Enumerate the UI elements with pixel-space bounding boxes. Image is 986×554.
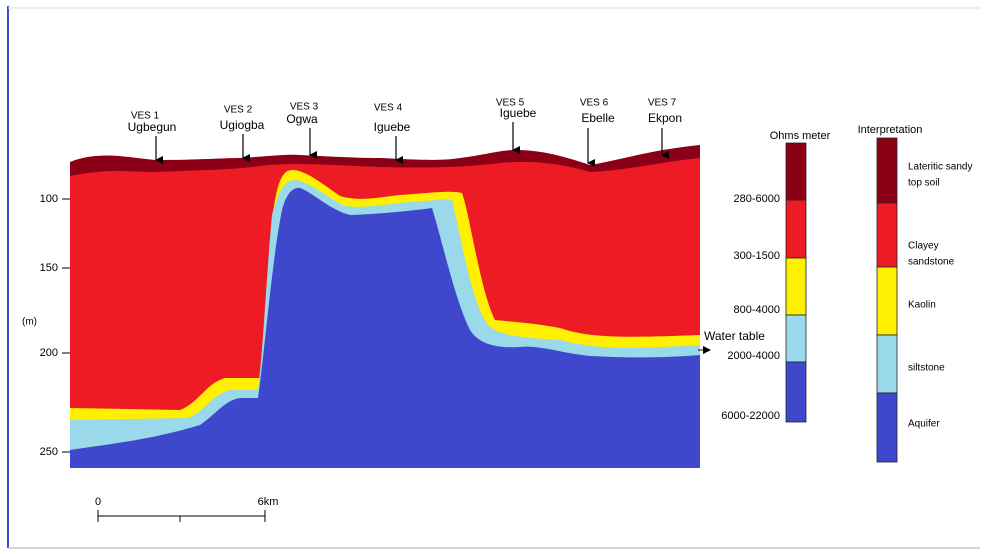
- legend-swatch: [786, 200, 806, 258]
- layer-label: Lateritic sandy: [908, 162, 972, 173]
- station-name: Ekpon: [648, 111, 682, 125]
- figure: 100 150 200 250 (m) VES 1 Ugbegun VES 2 …: [0, 0, 986, 554]
- interpretation-title: Interpretation: [858, 124, 923, 136]
- scale-start: 0: [95, 496, 101, 508]
- station-id: VES 3: [290, 102, 319, 113]
- y-tick-label: 100: [40, 193, 58, 205]
- layer-label: Clayey: [908, 241, 939, 252]
- legend-swatch: [877, 138, 897, 203]
- y-ticks: [62, 199, 70, 452]
- station-id: VES 7: [648, 98, 677, 109]
- resistivity-title: Ohms meter: [770, 130, 831, 142]
- station-id: VES 4: [374, 103, 403, 114]
- station-name: Iguebe: [500, 106, 537, 120]
- resistivity-range: 6000-22000: [721, 410, 780, 422]
- layer-label: top soil: [908, 178, 940, 189]
- station-name: Ugbegun: [128, 120, 177, 134]
- cross-section: [70, 145, 700, 468]
- legend-swatch: [786, 258, 806, 315]
- legend-swatch: [877, 335, 897, 393]
- layer-label: sandstone: [908, 257, 955, 268]
- resistivity-range: 2000-4000: [727, 350, 780, 362]
- resistivity-range: 280-6000: [734, 193, 781, 205]
- y-tick-label: 150: [40, 262, 58, 274]
- y-tick-label: 200: [40, 347, 58, 359]
- scale-end: 6km: [258, 496, 279, 508]
- layer-label: siltstone: [908, 363, 945, 374]
- station-name: Ugiogba: [220, 118, 265, 132]
- layer-label: Aquifer: [908, 419, 940, 430]
- scale-bar: [98, 510, 265, 522]
- legend-swatch: [786, 315, 806, 362]
- resistivity-range: 300-1500: [734, 250, 781, 262]
- station-name: Iguebe: [374, 120, 411, 134]
- page: {"stations": [ {"id": "VES 1", "name": "…: [0, 0, 986, 554]
- station-name: Ogwa: [286, 112, 318, 126]
- legend-swatch: [877, 267, 897, 335]
- interpretation-bar: [877, 138, 897, 462]
- legend-swatch: [877, 393, 897, 462]
- legend-swatch: [786, 143, 806, 200]
- station-id: VES 6: [580, 98, 609, 109]
- resistivity-range: 800-4000: [734, 304, 781, 316]
- water-table-label: Water table: [704, 329, 765, 343]
- station-name: Ebelle: [581, 111, 615, 125]
- legend-swatch: [786, 362, 806, 422]
- layer-label: Kaolin: [908, 300, 936, 311]
- resistivity-bar: [786, 143, 806, 422]
- station-id: VES 2: [224, 105, 253, 116]
- legend-swatch: [877, 203, 897, 267]
- y-axis-unit: (m): [22, 317, 37, 328]
- y-tick-label: 250: [40, 446, 58, 458]
